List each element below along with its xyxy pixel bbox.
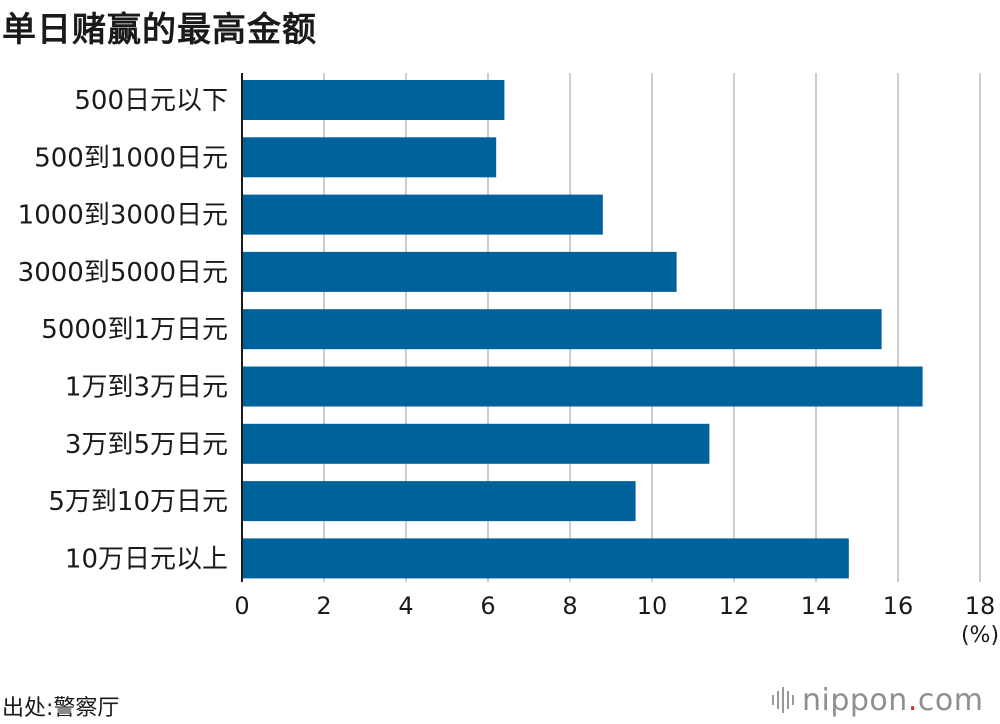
bar bbox=[242, 538, 849, 579]
category-label: 10万日元以上 bbox=[65, 544, 228, 574]
category-label: 5000到1万日元 bbox=[41, 315, 228, 345]
x-tick-label: 18 bbox=[965, 592, 996, 620]
x-tick-label: 14 bbox=[801, 592, 832, 620]
logo-word: nippon bbox=[802, 682, 908, 718]
bar bbox=[242, 251, 677, 292]
logo-tld: com bbox=[917, 682, 984, 718]
category-label: 3000到5000日元 bbox=[18, 258, 228, 288]
chart-title: 单日赌赢的最高金额 bbox=[2, 10, 317, 50]
category-label: 1000到3000日元 bbox=[18, 201, 228, 231]
bar bbox=[242, 137, 497, 178]
nippon-logo: nippon.com bbox=[772, 680, 983, 720]
x-tick-label: 8 bbox=[562, 592, 577, 620]
category-label: 5万到10万日元 bbox=[48, 487, 228, 517]
x-tick-label: 12 bbox=[719, 592, 750, 620]
x-tick-label: 0 bbox=[234, 592, 249, 620]
category-label: 500到1000日元 bbox=[34, 143, 228, 173]
category-label: 3万到5万日元 bbox=[65, 430, 228, 460]
x-tick-label: 10 bbox=[637, 592, 668, 620]
x-tick-label: 6 bbox=[480, 592, 495, 620]
bar bbox=[242, 423, 710, 464]
logo-dot: . bbox=[907, 682, 918, 718]
bar bbox=[242, 194, 603, 235]
bar bbox=[242, 366, 923, 407]
logo-bars-icon bbox=[772, 687, 794, 713]
category-label: 500日元以下 bbox=[74, 86, 228, 116]
x-tick-label: 4 bbox=[398, 592, 413, 620]
category-label: 1万到3万日元 bbox=[65, 373, 228, 403]
bar bbox=[242, 481, 636, 522]
source-note: 出处:警察厅 bbox=[2, 696, 120, 721]
bar bbox=[242, 80, 505, 120]
x-unit-label: (%) bbox=[961, 623, 999, 648]
bar bbox=[242, 309, 882, 350]
x-tick-label: 2 bbox=[316, 592, 331, 620]
x-tick-label: 16 bbox=[883, 592, 914, 620]
